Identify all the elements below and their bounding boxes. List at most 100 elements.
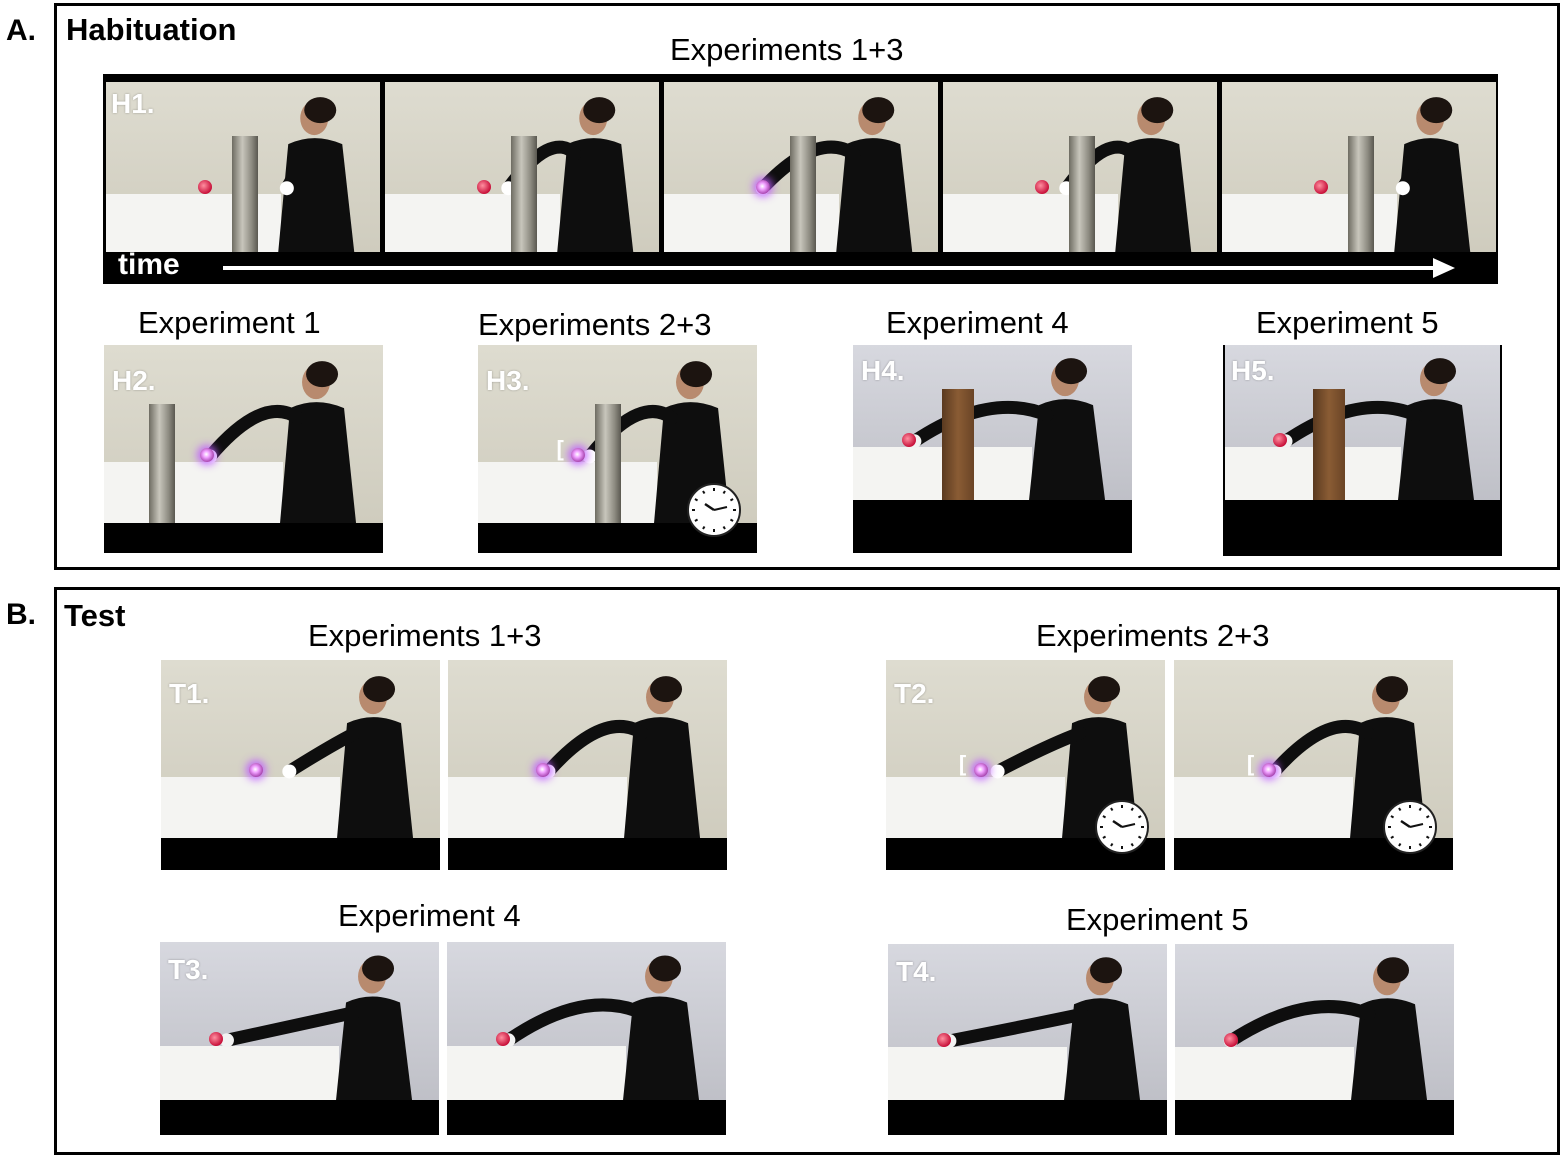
h3-frame-label: H3. [486, 365, 530, 396]
table [448, 777, 627, 838]
photo-scene [104, 345, 383, 523]
table [160, 1046, 339, 1100]
ball [973, 763, 988, 778]
table [886, 777, 1065, 838]
t1-experiment-label: Experiments 1+3 [308, 618, 542, 653]
actor-figure [907, 358, 1106, 500]
h5-frame-label: H5. [1231, 355, 1275, 386]
occluder-screen [232, 136, 259, 252]
ball [1261, 763, 1276, 778]
h1-strip-frame [943, 82, 1217, 252]
ball [248, 763, 263, 778]
h3-experiment-label: Experiments 2+3 [478, 307, 712, 342]
h4-experiment-label: Experiment 4 [886, 305, 1069, 340]
occluder-screen [790, 136, 817, 252]
ball [755, 180, 770, 195]
t3-frame-label: T3. [168, 954, 209, 985]
panel-b-letter: B. [6, 598, 36, 631]
table [161, 777, 340, 838]
bracket-marker: [ [556, 436, 564, 462]
panel-a-habituation [54, 3, 1560, 570]
h1-frame-label: H1. [111, 88, 155, 119]
ball [208, 1032, 223, 1047]
ball [936, 1032, 951, 1047]
clock-face [1100, 805, 1144, 849]
table [1175, 1046, 1354, 1100]
h1-strip-frame [106, 82, 380, 252]
t2-experiment-label: Experiments 2+3 [1036, 618, 1270, 653]
occluder-screen [511, 136, 538, 252]
table [447, 1046, 626, 1100]
ball [1313, 180, 1328, 195]
time-arrow-head [1433, 258, 1455, 278]
bracket-marker: [ [958, 751, 967, 777]
actor-figure [501, 955, 700, 1100]
photo-scene [1222, 82, 1496, 252]
ball [1223, 1032, 1238, 1047]
table [478, 462, 657, 523]
clock-icon [1095, 800, 1149, 854]
h1-strip-frame [1222, 82, 1496, 252]
occluder-screen [595, 404, 622, 523]
occluder-screen [1348, 136, 1375, 252]
occluder-screen [148, 404, 175, 523]
ball [197, 180, 212, 195]
h4-frame: H4. [853, 345, 1132, 553]
ball [476, 180, 491, 195]
photo-scene [853, 345, 1132, 500]
t3-frame-a: T3. [160, 942, 439, 1135]
actor-figure [541, 676, 701, 838]
ball [495, 1032, 510, 1047]
t4-frame-label: T4. [896, 956, 937, 987]
occluder-screen [1313, 389, 1345, 500]
time-arrow [223, 266, 1443, 270]
actor-figure [282, 676, 414, 838]
clock-icon [1383, 800, 1437, 854]
table [104, 462, 283, 523]
clock-icon [687, 483, 741, 537]
photo-scene [943, 82, 1217, 252]
photo-scene [160, 942, 439, 1100]
t1-frame-a: T1. [161, 660, 440, 870]
clock-face [1388, 805, 1432, 849]
t4-frame-a: T4. [888, 944, 1167, 1135]
actor-figure [1223, 957, 1428, 1100]
actor-figure [942, 957, 1141, 1100]
actor-figure [278, 97, 355, 252]
photo-scene [1225, 345, 1500, 500]
photo-scene [888, 944, 1167, 1100]
t1-frame-label: T1. [169, 678, 210, 709]
bracket-marker: [ [1246, 751, 1255, 777]
ball [200, 448, 215, 463]
h2-experiment-label: Experiment 1 [138, 305, 321, 340]
h2-frame-label: H2. [112, 365, 156, 396]
h1-strip-frame [385, 82, 659, 252]
table [1174, 777, 1353, 838]
panel-a-title: Habituation [66, 12, 237, 47]
t3-experiment-label: Experiment 4 [338, 898, 521, 933]
clock-face [692, 488, 736, 532]
panel-a-letter: A. [6, 14, 36, 47]
photo-scene [106, 82, 380, 252]
ball [1273, 433, 1287, 448]
ball [571, 448, 586, 463]
panel-b-test [54, 587, 1560, 1155]
panel-b-title: Test [64, 598, 126, 633]
ball [535, 763, 550, 778]
h1-filmstrip: H1. [103, 74, 1498, 284]
h1-experiment-heading: Experiments 1+3 [670, 32, 904, 67]
t4-experiment-label: Experiment 5 [1066, 902, 1249, 937]
photo-scene [161, 660, 440, 838]
t4-frame-b [1175, 944, 1454, 1135]
t2-frame-a: [ T2. [886, 660, 1165, 870]
t1-frame-b [448, 660, 727, 870]
photo-scene [448, 660, 727, 838]
h5-frame: H5. [1223, 345, 1502, 556]
t2-frame-b: [ [1174, 660, 1453, 870]
photo-scene [664, 82, 938, 252]
photo-scene [447, 942, 726, 1100]
h2-frame: H2. [104, 345, 383, 553]
h3-frame: [ H3. [478, 345, 757, 553]
t2-frame-label: T2. [894, 678, 935, 709]
time-label: time [118, 248, 180, 281]
